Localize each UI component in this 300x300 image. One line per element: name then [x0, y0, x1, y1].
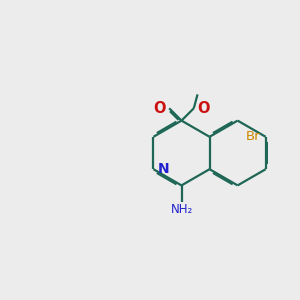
Text: Br: Br [246, 130, 260, 143]
Text: NH₂: NH₂ [170, 203, 193, 216]
Text: N: N [157, 162, 169, 176]
Text: O: O [197, 101, 209, 116]
Text: O: O [153, 101, 165, 116]
